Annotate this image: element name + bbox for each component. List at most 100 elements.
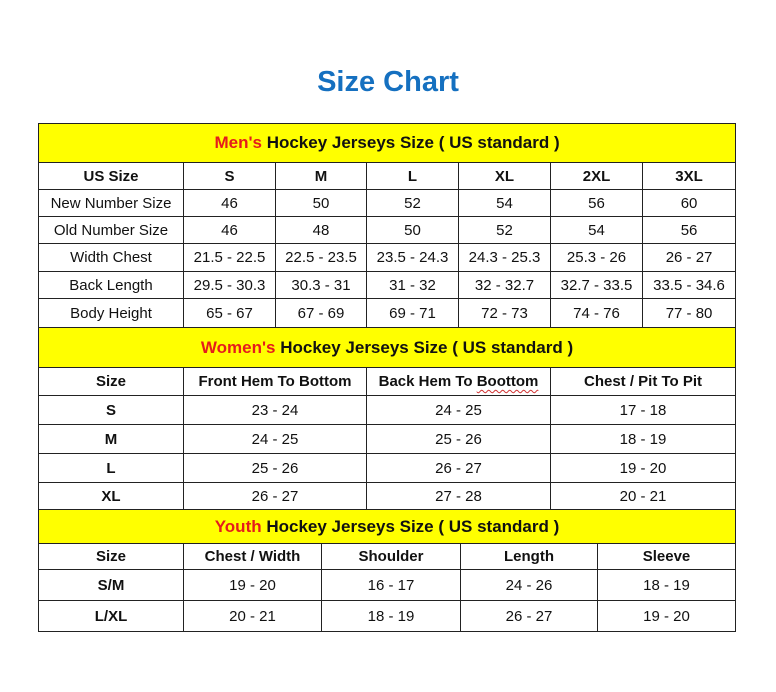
table-cell: 25 - 26	[183, 453, 367, 483]
table-cell: 56	[641, 216, 737, 244]
table-row: XL 26 - 27 27 - 28 20 - 21	[38, 482, 737, 511]
table-cell: 54	[458, 189, 551, 217]
womens-size-table: Women's Hockey Jerseys Size ( US standar…	[37, 327, 737, 511]
table-cell: 26 - 27	[366, 453, 551, 483]
column-header: Chest / Pit To Pit	[549, 367, 737, 396]
table-cell: 24 - 25	[183, 424, 367, 454]
header-row: Size Front Hem To Bottom Back Hem To Boott…	[38, 367, 737, 396]
table-cell: 77 - 80	[641, 298, 737, 328]
table-cell: 56	[550, 189, 643, 217]
column-header-label: Length	[504, 548, 554, 565]
column-header: L	[366, 162, 459, 190]
column-header-label: M	[314, 167, 328, 185]
table-cell: 26 - 27	[183, 482, 367, 511]
row-label: S	[38, 395, 184, 425]
row-label: L	[38, 453, 184, 483]
table-cell: 24 - 25	[366, 395, 551, 425]
column-header: S	[183, 162, 276, 190]
table-row: M 24 - 25 25 - 26 18 - 19	[38, 424, 737, 454]
row-label: Back Length	[38, 271, 184, 299]
section-category: Women's	[200, 337, 276, 357]
table-cell: 32 - 32.7	[458, 271, 551, 299]
column-header: 2XL	[550, 162, 643, 190]
row-label: Width Chest	[38, 243, 184, 272]
table-cell: 67 - 69	[275, 298, 367, 328]
table-cell: 18 - 19	[321, 600, 461, 632]
column-header: Chest / Width	[183, 543, 322, 570]
table-row: New Number Size 46 50 52 54 56 60	[38, 189, 737, 217]
column-header: Size	[38, 367, 184, 396]
table-cell: 27 - 28	[366, 482, 551, 511]
table-cell: 18 - 19	[549, 424, 737, 454]
header-row: Size Chest / Width Shoulder Length Sleeve	[38, 543, 736, 570]
row-label: L/XL	[38, 600, 184, 632]
column-header-label: Front Hem To Bottom	[198, 373, 352, 390]
column-header-label: S	[224, 167, 235, 185]
table-cell: 69 - 71	[366, 298, 459, 328]
column-header-label: XL	[494, 167, 515, 185]
table-cell: 50	[366, 216, 459, 244]
column-header: 3XL	[641, 162, 737, 190]
table-cell: 20 - 21	[183, 600, 322, 632]
table-cell: 23.5 - 24.3	[366, 243, 459, 272]
table-cell: 22.5 - 23.5	[275, 243, 367, 272]
table-cell: 18 - 19	[597, 569, 736, 601]
row-label: Body Height	[38, 298, 184, 328]
column-header: Size	[38, 543, 184, 570]
table-cell: 33.5 - 34.6	[641, 271, 737, 299]
column-header-label: US Size	[83, 167, 139, 185]
table-cell: 65 - 67	[183, 298, 276, 328]
column-header: US Size	[38, 162, 184, 190]
table-row: S 23 - 24 24 - 25 17 - 18	[38, 395, 737, 425]
table-cell: 17 - 18	[549, 395, 737, 425]
table-cell: 20 - 21	[549, 482, 737, 511]
section-category: Youth	[214, 516, 262, 536]
column-header-label: Size	[95, 548, 126, 565]
section-title: Hockey Jerseys Size ( US standard )	[261, 133, 560, 152]
row-label: XL	[38, 482, 184, 511]
table-cell: 29.5 - 30.3	[183, 271, 276, 299]
table-cell: 19 - 20	[597, 600, 736, 632]
column-header-label: 2XL	[582, 167, 611, 185]
table-cell: 21.5 - 22.5	[183, 243, 276, 272]
table-cell: 48	[275, 216, 367, 244]
table-cell: 32.7 - 33.5	[550, 271, 643, 299]
section-title: Hockey Jerseys Size ( US standard )	[275, 337, 574, 357]
column-header: Front Hem To Bottom	[183, 367, 367, 396]
table-cell: 72 - 73	[458, 298, 551, 328]
table-cell: 24 - 26	[460, 569, 598, 601]
column-header-label: L	[407, 167, 418, 185]
table-row: S/M 19 - 20 16 - 17 24 - 26 18 - 19	[38, 569, 736, 601]
table-cell: 54	[550, 216, 643, 244]
column-header-label: Sleeve	[642, 548, 691, 565]
table-cell: 50	[275, 189, 367, 217]
table-row: L/XL 20 - 21 18 - 19 26 - 27 19 - 20	[38, 600, 736, 632]
page-title: Size Chart	[317, 66, 459, 98]
column-header: XL	[458, 162, 551, 190]
table-cell: 24.3 - 25.3	[458, 243, 551, 272]
row-label: New Number Size	[38, 189, 184, 217]
mens-size-table: Men's Hockey Jerseys Size ( US standard …	[37, 123, 737, 328]
table-cell: 74 - 76	[550, 298, 643, 328]
row-label: S/M	[38, 569, 184, 601]
table-row: L 25 - 26 26 - 27 19 - 20	[38, 453, 737, 483]
table-cell: 52	[458, 216, 551, 244]
section-category: Men's	[214, 133, 262, 152]
column-header-label: Chest / Pit To Pit	[583, 373, 703, 390]
column-header: M	[275, 162, 367, 190]
column-header-label: Back Hem To Boottom	[378, 373, 539, 390]
table-cell: 25.3 - 26	[550, 243, 643, 272]
table-row: Width Chest 21.5 - 22.5 22.5 - 23.5 23.5 - …	[38, 243, 737, 272]
table-row: Old Number Size 46 48 50 52 54 56	[38, 216, 737, 244]
table-cell: 16 - 17	[321, 569, 461, 601]
table-cell: 19 - 20	[549, 453, 737, 483]
table-cell: 26 - 27	[460, 600, 598, 632]
table-cell: 25 - 26	[366, 424, 551, 454]
column-header: Back Hem To Boottom	[366, 367, 551, 396]
table-cell: 31 - 32	[366, 271, 459, 299]
column-header: Length	[460, 543, 598, 570]
header-row: US Size S M L XL 2XL 3XL	[38, 162, 737, 190]
row-label: M	[38, 424, 184, 454]
column-header-label: 3XL	[675, 167, 703, 185]
table-cell: 60	[641, 189, 737, 217]
